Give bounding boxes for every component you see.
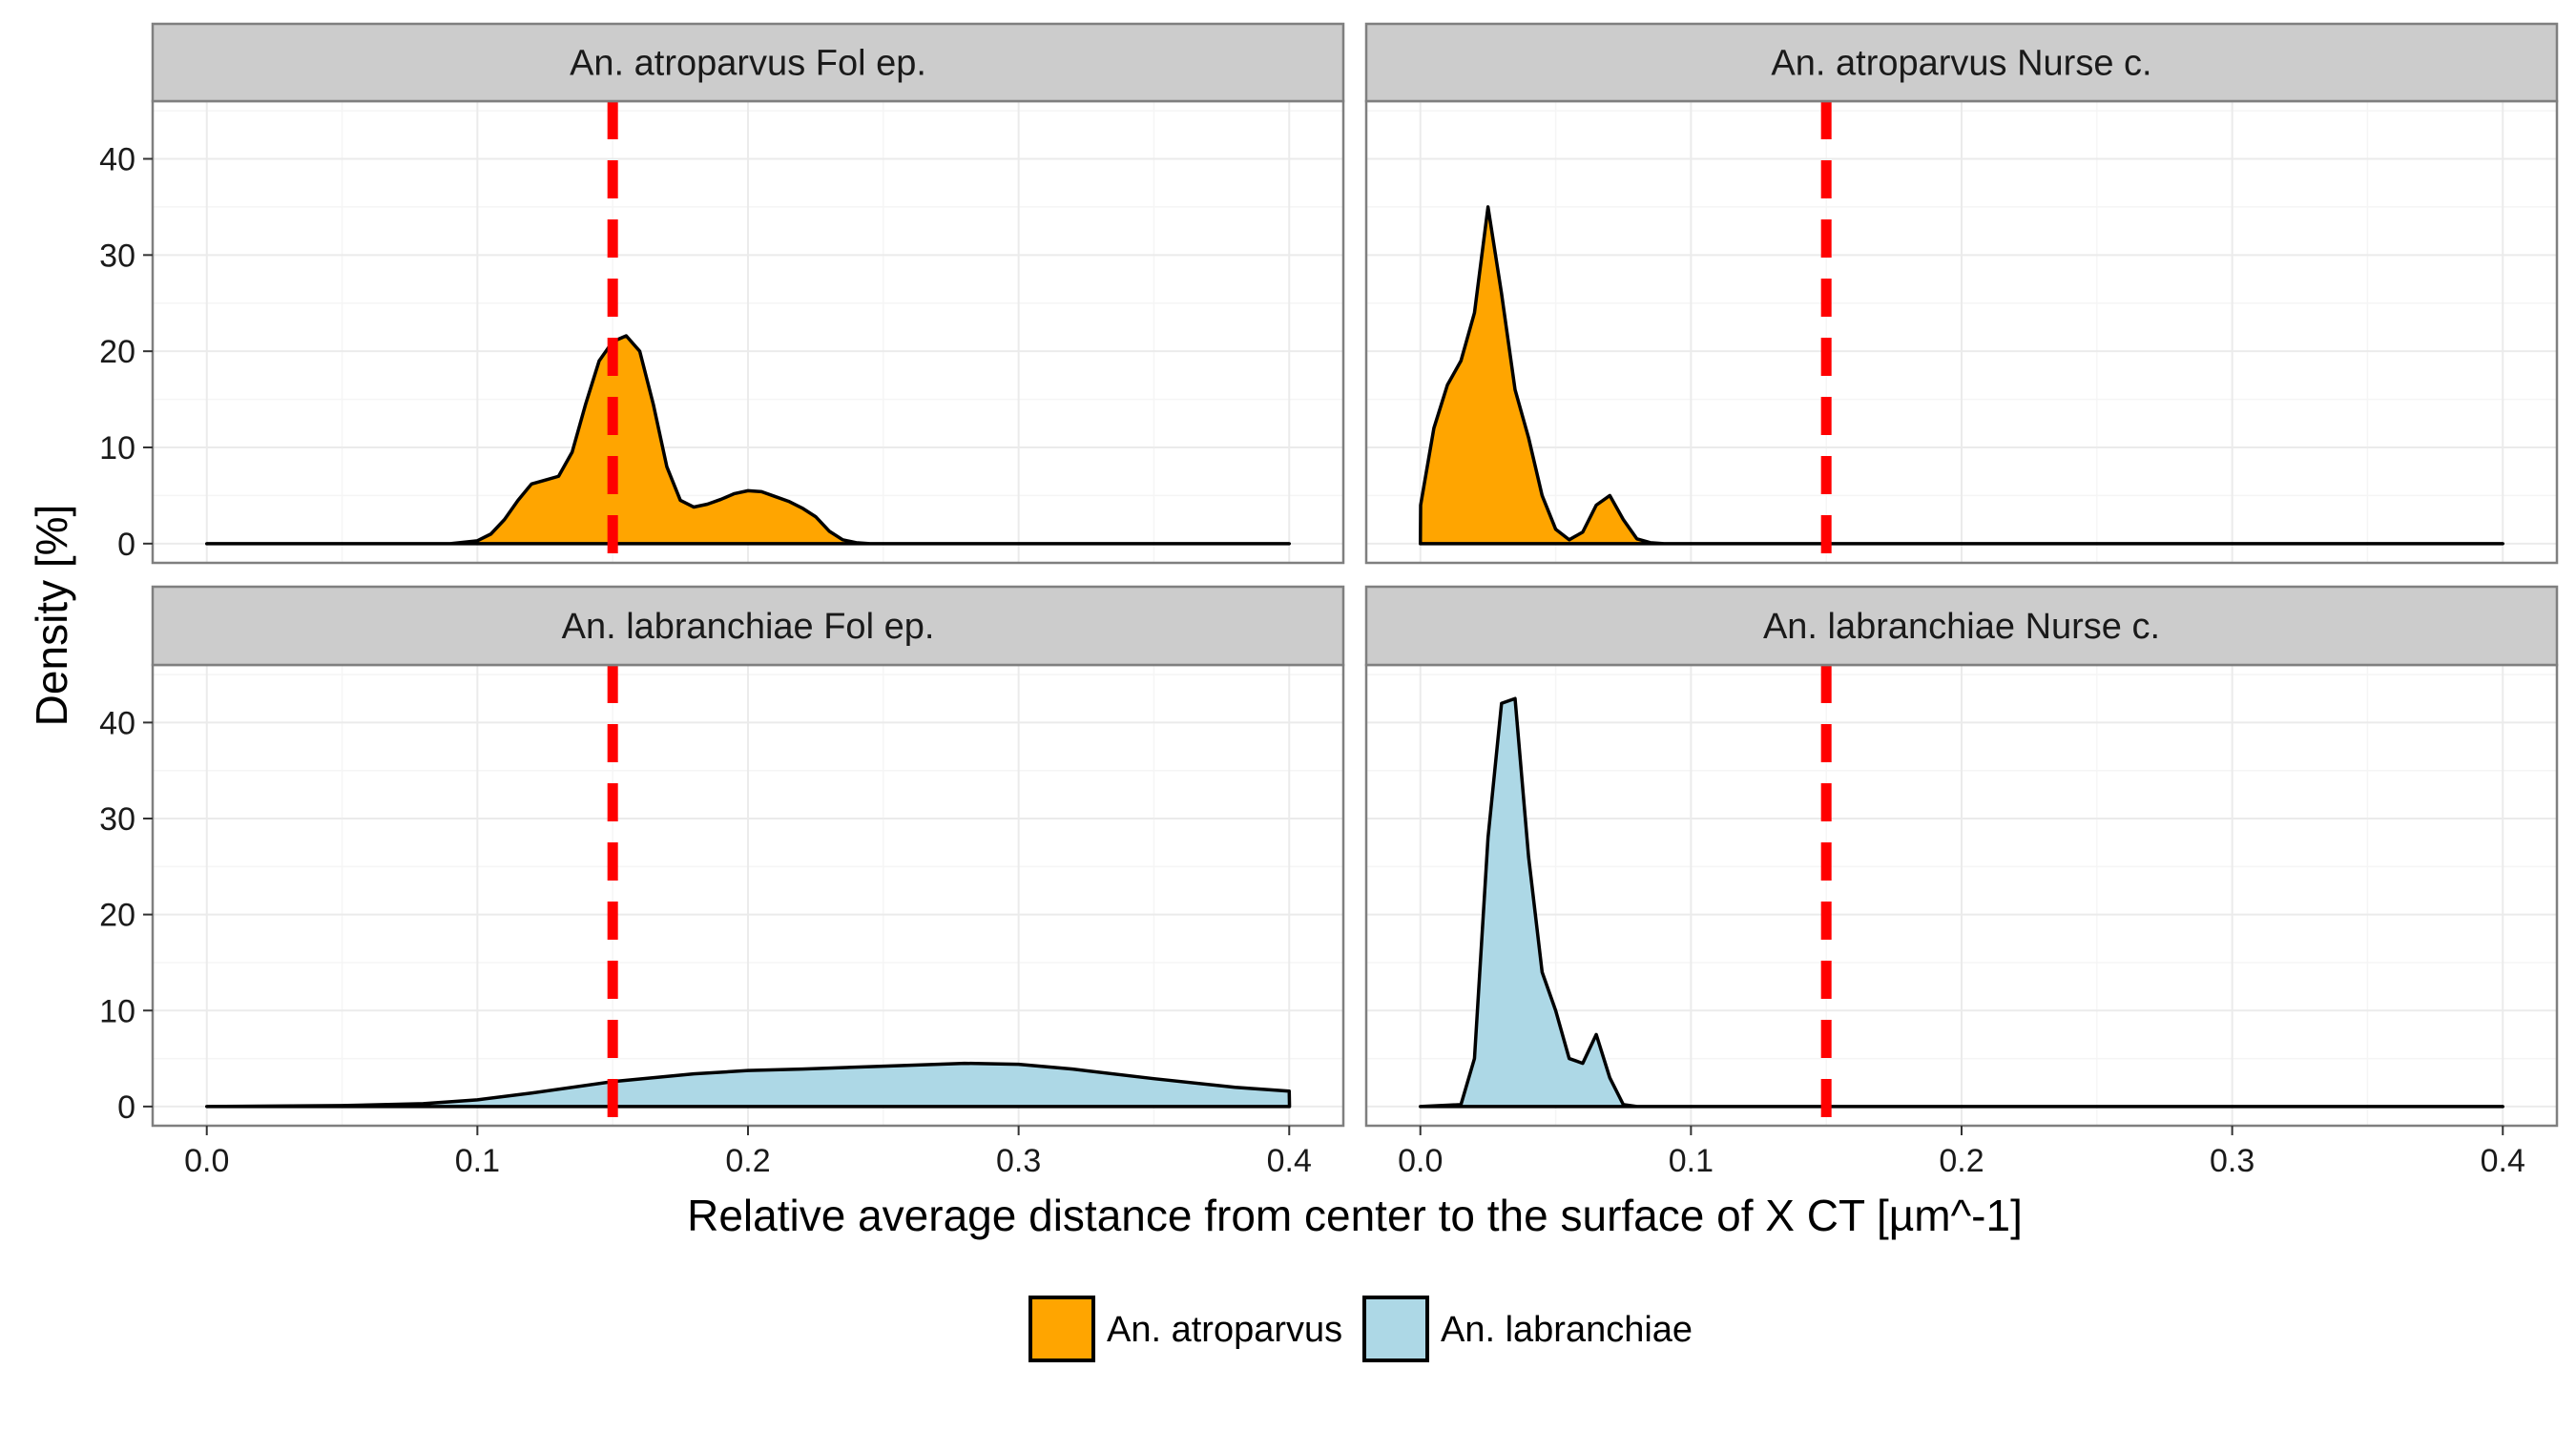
- strip-label: An. labranchiae Nurse c.: [1763, 607, 2160, 647]
- panel-1: An. atroparvus Fol ep. 0 10 20 30 40: [99, 22, 1345, 565]
- strip-background: [151, 585, 1345, 667]
- y-tick-label: 40: [99, 705, 135, 741]
- legend-key: [1362, 1296, 1429, 1362]
- legend-label: An. atroparvus: [1107, 1310, 1342, 1350]
- y-tick-label: 20: [99, 334, 135, 370]
- legend-label: An. labranchiae: [1441, 1310, 1693, 1350]
- strip-background: [1364, 585, 2559, 667]
- y-tick-label: 20: [99, 898, 135, 934]
- density-area: [204, 334, 1292, 546]
- x-tick-label: 0.0: [1398, 1143, 1443, 1179]
- x-tick-label: 0.4: [2481, 1143, 2525, 1179]
- strip-label: An. atroparvus Fol ep.: [570, 44, 926, 84]
- x-tick-label: 0.0: [184, 1143, 229, 1179]
- x-tick-label: 0.1: [1669, 1143, 1714, 1179]
- legend-key: [1028, 1296, 1095, 1362]
- density-area: [1418, 696, 2505, 1109]
- strip-background: [1364, 22, 2559, 103]
- density-area: [204, 1061, 1292, 1109]
- y-tick-label: 10: [99, 993, 135, 1029]
- y-tick-label: 30: [99, 238, 135, 274]
- density-area: [1418, 205, 2505, 546]
- x-tick-label: 0.3: [996, 1143, 1041, 1179]
- x-tick-label: 0.3: [2210, 1143, 2254, 1179]
- panel-2: An. atroparvus Nurse c.: [1364, 22, 2559, 565]
- y-tick-label: 0: [117, 1089, 135, 1126]
- x-tick-label: 0.4: [1267, 1143, 1312, 1179]
- y-tick-label: 0: [117, 527, 135, 563]
- x-tick-label: 0.2: [1939, 1143, 1984, 1179]
- panel-3: An. labranchiae Fol ep. 0 10 20 30 40 0.0 0.1 0.…: [99, 585, 1345, 1179]
- panel-4: An. labranchiae Nurse c. 0.0 0.1 0.2 0.3 0.4: [1364, 585, 2559, 1179]
- y-tick-label: 10: [99, 430, 135, 467]
- y-tick-label: 40: [99, 142, 135, 178]
- x-tick-label: 0.1: [455, 1143, 500, 1179]
- y-tick-label: 30: [99, 801, 135, 838]
- x-tick-label: 0.2: [725, 1143, 770, 1179]
- strip-label: An. atroparvus Nurse c.: [1771, 44, 2151, 84]
- y-axis-title: Density [%]: [27, 505, 76, 727]
- strip-label: An. labranchiae Fol ep.: [562, 607, 935, 647]
- strip-background: [151, 22, 1345, 103]
- x-axis-title: Relative average distance from center to…: [687, 1191, 2023, 1240]
- legend: An. atroparvus An. labranchiae: [1028, 1296, 1693, 1362]
